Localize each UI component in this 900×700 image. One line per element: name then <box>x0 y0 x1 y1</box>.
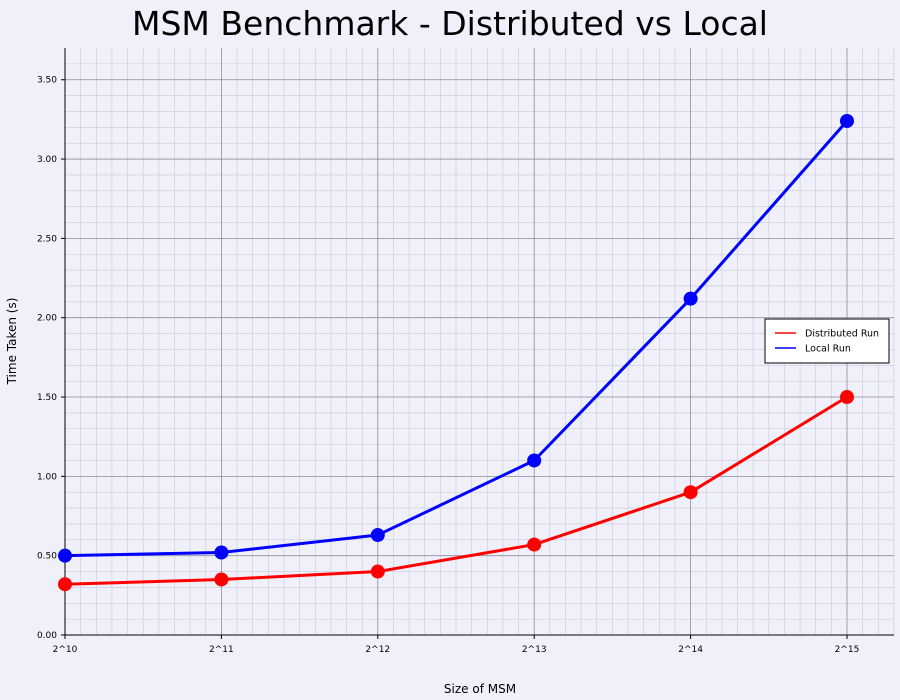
data-point-local-run <box>840 113 854 128</box>
x-ticks: 2^10 2^11 2^12 2^13 2^14 2^15 <box>53 635 860 655</box>
x-axis-label: Size of MSM <box>444 682 516 696</box>
legend-box <box>764 318 890 364</box>
data-point-distributed-run <box>214 572 229 587</box>
x-tick-label: 2^11 <box>209 645 234 655</box>
y-tick-label: 1.00 <box>37 472 57 482</box>
data-point-local-run <box>370 528 385 543</box>
legend-label-local: Local Run <box>805 344 851 355</box>
legend-label-distributed: Distributed Run <box>805 329 879 340</box>
data-point-distributed-run <box>58 577 72 592</box>
data-point-local-run <box>58 548 72 563</box>
data-point-local-run <box>527 453 542 468</box>
y-tick-label: 3.50 <box>37 76 57 86</box>
y-ticks: 0.00 0.50 1.00 1.50 2.00 2.50 3.00 3.50 <box>37 76 65 641</box>
y-tick-label: 2.50 <box>37 234 57 244</box>
chart-title: MSM Benchmark - Distributed vs Local <box>132 4 768 43</box>
plot-area: 0.000.501.001.502.002.503.003.50 2^10 2^1… <box>37 48 895 655</box>
y-tick-label: 0.50 <box>37 552 57 562</box>
y-tick-label: 0.00 <box>37 631 57 641</box>
y-axis-label: Time Taken (s) <box>5 298 19 386</box>
series-line-local-run <box>64 119 849 558</box>
series-line-distributed-run <box>64 395 848 586</box>
x-tick-label: 2^12 <box>365 645 390 655</box>
data-point-local-run <box>683 291 698 306</box>
data-point-distributed-run <box>840 390 854 405</box>
data-point-distributed-run <box>370 564 385 579</box>
legend: Distributed Run Local Run <box>764 318 890 364</box>
y-tick-label: 2.00 <box>37 314 57 324</box>
x-tick-label: 2^10 <box>53 645 78 655</box>
plot-background <box>65 48 894 635</box>
x-tick-label: 2^14 <box>678 645 703 655</box>
x-tick-label: 2^13 <box>522 645 547 655</box>
x-tick-label: 2^15 <box>835 645 860 655</box>
data-point-local-run <box>214 545 229 560</box>
data-point-distributed-run <box>683 485 698 500</box>
y-tick-label: 3.00 <box>37 155 57 165</box>
data-point-distributed-run <box>527 537 542 552</box>
y-tick-label: 1.50 <box>37 393 57 403</box>
series-layer <box>58 113 854 592</box>
